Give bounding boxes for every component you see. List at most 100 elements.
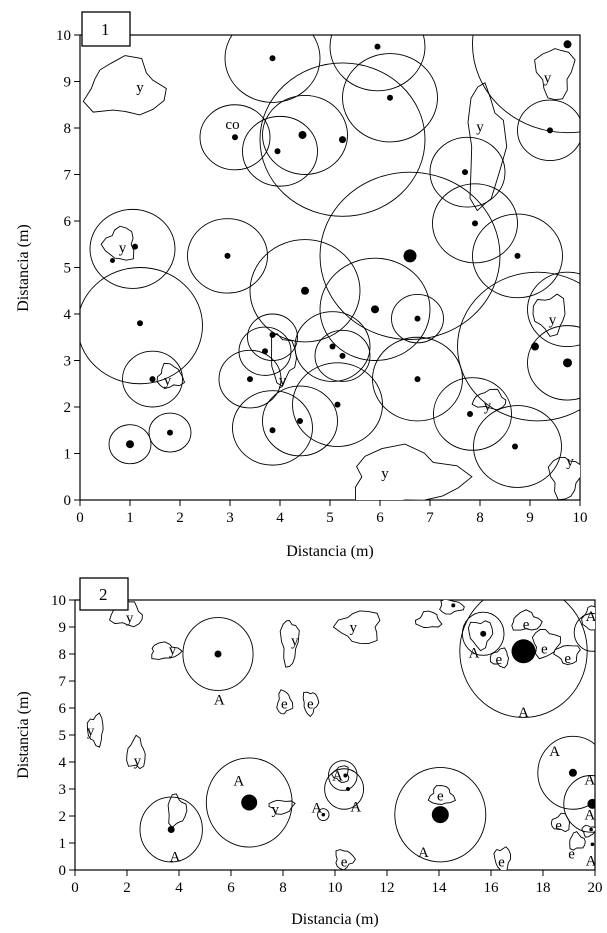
circle-1-33 — [242, 115, 318, 187]
panel-1-number: 1 — [101, 20, 110, 39]
point-1-12 — [334, 401, 341, 408]
panel-1-badge — [81, 11, 131, 47]
patch-2-8 — [511, 609, 543, 631]
x-tick-label-1-7: 7 — [426, 510, 434, 526]
plot-label-2-2: A — [214, 693, 225, 709]
circle-1-34 — [199, 104, 271, 171]
plot-label-1-1: co — [225, 117, 239, 133]
point-1-2 — [149, 376, 156, 383]
patch-2-17 — [268, 799, 296, 815]
point-2-7 — [480, 630, 487, 637]
point-1-0 — [126, 440, 134, 449]
plot-label-2-0: y — [126, 610, 134, 626]
x-tick-label-2-0: 0 — [71, 880, 79, 896]
plot-label-2-8: y — [134, 753, 142, 769]
panel-2-y-axis-title: Distancia (m) — [15, 691, 32, 779]
plot-label-2-25: A — [518, 705, 529, 721]
x-tick-label-1-6: 6 — [376, 510, 384, 526]
patch-2-7 — [489, 647, 509, 669]
circle-2-0 — [182, 617, 254, 691]
patch-2-10 — [553, 645, 581, 665]
x-tick-label-2-2: 4 — [175, 880, 183, 896]
y-tick-label-1-9: 9 — [64, 75, 72, 91]
x-tick-label-1-2: 2 — [176, 510, 184, 526]
y-tick-label-2-9: 9 — [59, 620, 67, 636]
patch-1-0 — [82, 55, 167, 116]
panel-1-content: y co y y y y y y y y y — [80, 35, 580, 500]
circle-2-11 — [563, 775, 595, 833]
plot-label-2-16: A — [418, 845, 429, 861]
circle-2-2 — [205, 757, 293, 848]
circle-2-1 — [139, 796, 203, 863]
circle-1-8 — [247, 313, 298, 361]
patch-2-19 — [427, 785, 456, 805]
plot-label-1-2: y — [544, 71, 552, 87]
y-tick-label-2-1: 1 — [59, 836, 67, 852]
circle-2-8 — [459, 600, 588, 718]
point-1-22 — [514, 252, 521, 259]
point-2-8 — [511, 639, 536, 664]
patch-2-12 — [276, 689, 294, 715]
x-tick-label-2-7: 14 — [432, 880, 448, 896]
patch-2-5 — [439, 600, 465, 615]
patch-2-3 — [332, 610, 381, 645]
patch-2-13 — [302, 691, 320, 718]
x-tick-label-2-6: 12 — [380, 880, 395, 896]
y-tick-label-1-6: 6 — [64, 214, 72, 230]
circle-1-17 — [391, 294, 444, 344]
patch-2-2 — [279, 620, 300, 668]
patch-1-3 — [100, 225, 135, 261]
point-1-23 — [467, 410, 473, 417]
circle-1-0 — [108, 424, 152, 465]
plot-label-2-22: e — [541, 641, 548, 657]
y-tick-label-2-4: 4 — [59, 755, 67, 771]
circle-1-29 — [342, 53, 438, 143]
circle-1-20 — [432, 183, 518, 264]
circle-1-6 — [218, 349, 282, 409]
x-tick-label-1-0: 0 — [76, 510, 84, 526]
circle-1-22 — [433, 377, 512, 451]
plot-label-2-24: A — [586, 609, 597, 625]
circle-1-25 — [527, 325, 580, 401]
y-tick-label-1-0: 0 — [64, 493, 72, 509]
x-tick-label-2-1: 2 — [123, 880, 131, 896]
circle-2-6 — [394, 766, 487, 863]
panel-2-x-axis-title: Distancia (m) — [291, 911, 379, 928]
point-1-11 — [297, 417, 303, 424]
x-tick-label-1-10: 10 — [573, 510, 588, 526]
circle-1-2 — [122, 350, 183, 408]
point-1-5 — [110, 258, 115, 264]
point-1-25 — [531, 342, 539, 351]
point-1-19 — [414, 376, 421, 383]
point-1-3 — [137, 320, 143, 327]
plot-label-2-26: A — [549, 744, 560, 760]
plot-label-2-1: y — [169, 643, 177, 659]
point-1-26 — [563, 358, 572, 368]
y-tick-label-1-2: 2 — [64, 400, 72, 416]
x-tick-label-1-4: 4 — [276, 510, 284, 526]
y-tick-label-2-3: 3 — [59, 782, 67, 798]
panel-1: y co y y y y y y y y y 0 1 2 3 4 5 6 7 8 9 10 0 1 2 3 4 5 6 7 8 9 10 1 … — [15, 11, 588, 560]
circle-1-9 — [232, 390, 313, 466]
x-tick-label-2-10: 20 — [588, 880, 603, 896]
circle-1-10 — [262, 385, 338, 457]
y-tick-label-2-7: 7 — [59, 674, 67, 690]
point-2-6 — [431, 806, 449, 824]
x-tick-label-2-9: 18 — [536, 880, 551, 896]
circle-1-27 — [517, 99, 580, 161]
plot-label-2-29: A — [586, 853, 597, 869]
plot-label-1-7: y — [549, 312, 557, 328]
plot-label-1-6: y — [279, 373, 287, 389]
patch-1-2 — [534, 48, 576, 101]
circle-1-23 — [473, 405, 562, 488]
point-1-27 — [547, 127, 553, 134]
plot-label-1-3: y — [476, 119, 484, 135]
point-1-20 — [462, 169, 468, 176]
panel-1-x-axis-title: Distancia (m) — [286, 543, 374, 560]
y-tick-label-1-7: 7 — [64, 168, 72, 184]
plot-label-2-15: e — [437, 789, 444, 805]
circle-1-4 — [89, 208, 176, 289]
y-tick-label-2-2: 2 — [59, 809, 67, 825]
point-1-14 — [339, 352, 346, 359]
y-tick-label-1-8: 8 — [64, 121, 72, 137]
